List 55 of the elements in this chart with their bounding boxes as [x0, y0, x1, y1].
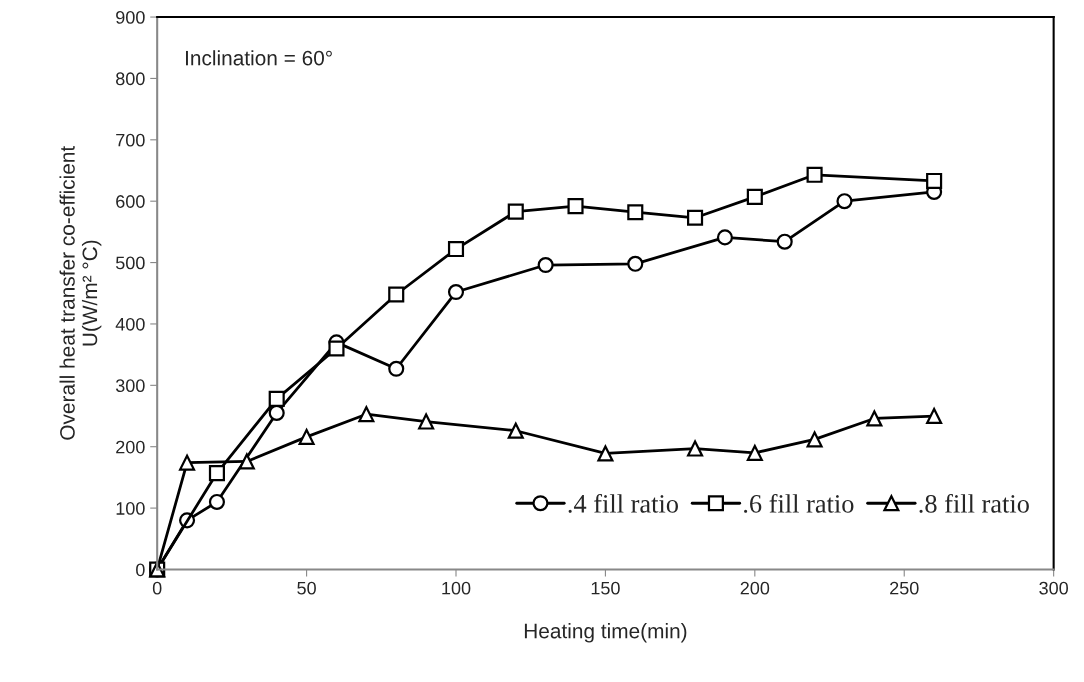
- point: [687, 440, 704, 457]
- point: [746, 444, 763, 461]
- y-tick-label: 800: [116, 72, 145, 86]
- x-tick-label: 100: [442, 581, 471, 595]
- point: [238, 453, 255, 470]
- point: [537, 256, 554, 274]
- point: [926, 407, 943, 425]
- point: [746, 188, 763, 205]
- x-axis-title: Heating time(min): [524, 623, 687, 643]
- point: [507, 422, 524, 439]
- x-tick-label: 200: [740, 581, 770, 595]
- point: [716, 229, 733, 246]
- y-tick-label: 500: [115, 256, 145, 270]
- y-tick-label: 0: [136, 563, 145, 577]
- point: [358, 406, 375, 423]
- point: [298, 428, 315, 445]
- point: [418, 413, 435, 430]
- legend-label: .4 fill ratio: [568, 493, 678, 513]
- point: [627, 255, 644, 272]
- point: [926, 172, 943, 189]
- point: [208, 493, 225, 511]
- point: [328, 340, 345, 357]
- point: [806, 166, 823, 183]
- point: [806, 431, 823, 448]
- point: [388, 360, 405, 377]
- x-tick-label: 250: [890, 581, 919, 595]
- point: [866, 410, 883, 427]
- point: [597, 445, 614, 462]
- point: [836, 193, 853, 210]
- annotation: Inclination = 60°: [186, 50, 332, 66]
- point: [627, 204, 644, 221]
- x-tick-label: 50: [297, 581, 316, 595]
- y-axis-title: Overall heat transfer co-efficient U(W/m² °C): [59, 145, 102, 440]
- point: [179, 454, 196, 471]
- legend-label: .8 fill ratio: [919, 493, 1029, 513]
- x-tick-label: 0: [152, 581, 162, 595]
- y-tick-label: 200: [116, 440, 145, 454]
- point: [208, 465, 225, 482]
- y-tick-label: 700: [116, 133, 145, 147]
- point: [567, 198, 584, 215]
- y-tick-label: 400: [115, 317, 145, 331]
- point: [388, 286, 405, 303]
- y-tick-label: 900: [116, 10, 145, 24]
- point: [776, 233, 793, 250]
- y-tick-label: 600: [116, 195, 145, 208]
- x-tick-label: 300: [1039, 581, 1069, 595]
- point: [447, 283, 465, 301]
- legend-label: .6 fill ratio: [744, 493, 854, 513]
- x-tick-label: 150: [591, 581, 620, 595]
- y-tick-label: 300: [115, 379, 145, 393]
- y-tick-label: 100: [116, 502, 145, 515]
- point: [447, 241, 465, 258]
- point: [268, 390, 285, 407]
- point: [507, 203, 524, 220]
- point: [687, 209, 704, 226]
